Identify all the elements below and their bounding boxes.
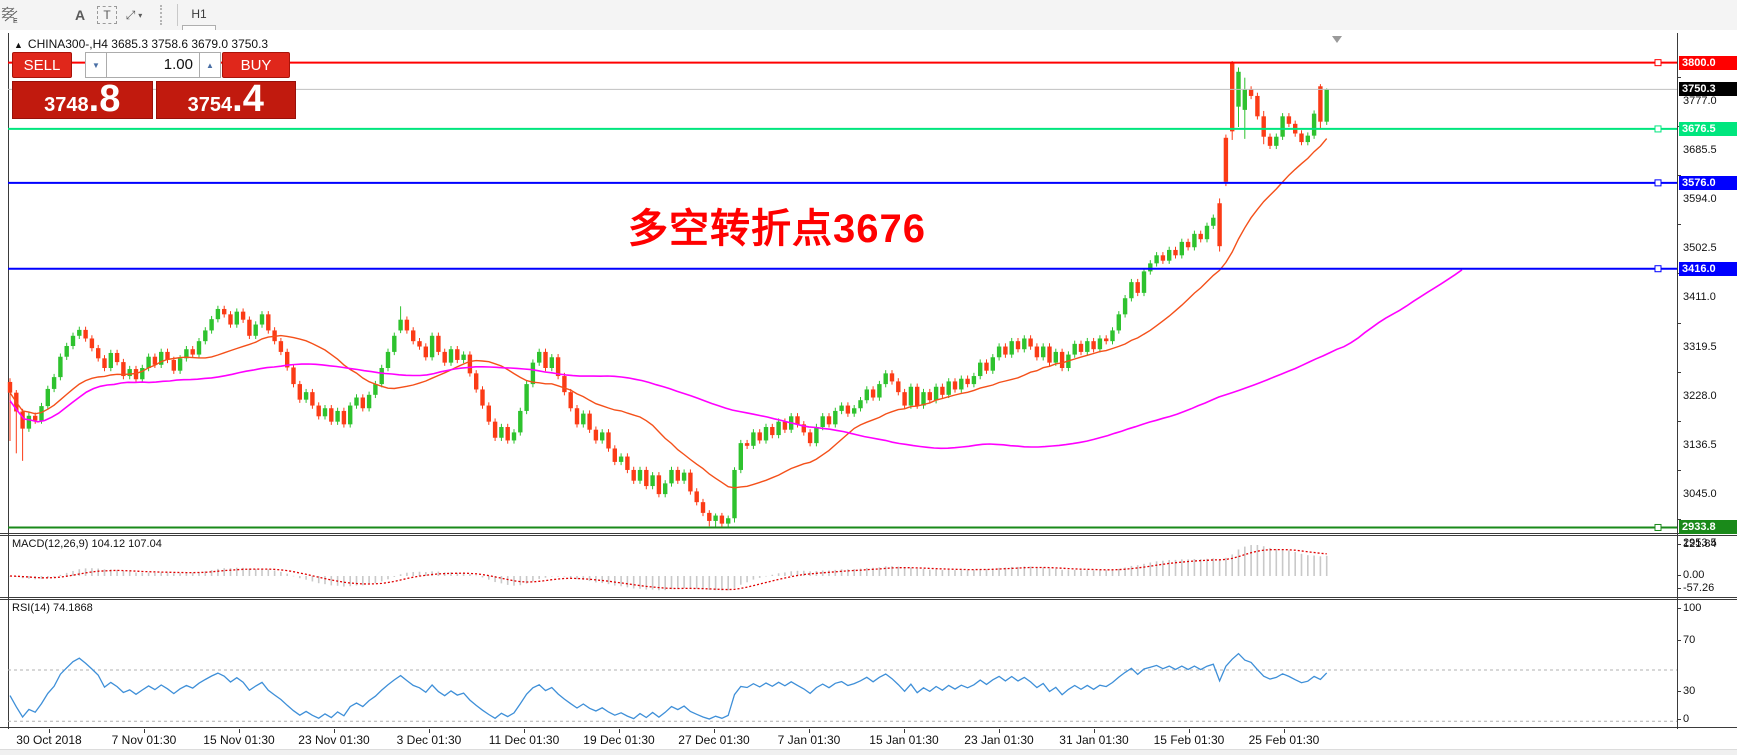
- date-label[interactable]: 23 Jan 01:30: [964, 733, 1034, 747]
- date-tick: [619, 729, 620, 733]
- date-label[interactable]: 15 Jan 01:30: [869, 733, 939, 747]
- chart-title-text: CHINA300-,H4 3685.3 3758.6 3679.0 3750.3: [27, 37, 269, 51]
- level-handle: [1654, 179, 1662, 187]
- svg-text:E: E: [13, 18, 18, 24]
- one-click-trade-panel: SELL ▼ 1.00 ▲ BUY 3748.8 3754.4: [12, 52, 296, 119]
- timeframe-button-h1[interactable]: H1: [191, 7, 207, 21]
- date-tick: [999, 729, 1000, 733]
- buy-price-big-digit: .4: [232, 78, 264, 120]
- sell-price-main: 3748: [44, 94, 89, 116]
- date-axis[interactable]: 30 Oct 2018 7 Nov 01:30 15 Nov 01:30 23 Nov…: [0, 729, 1737, 749]
- date-label[interactable]: 11 Dec 01:30: [488, 733, 560, 747]
- buy-price-main: 3754: [187, 94, 233, 116]
- date-tick: [49, 729, 50, 733]
- toolbar: E F A T ⤢▾ M1M5M15M30H1H4D1W1MN: [0, 0, 1737, 111]
- text-label-icon[interactable]: A: [74, 7, 86, 23]
- macd-label: MACD(12,26,9) 104.12 107.04: [12, 538, 162, 550]
- toolbar-drag-handle[interactable]: [160, 5, 167, 25]
- volume-increase-button[interactable]: ▲: [199, 52, 221, 78]
- chart-shift-marker-icon[interactable]: [1332, 36, 1342, 43]
- fibonacci-grid-icon[interactable]: F: [2, 3, 63, 27]
- macd-signal-line: [9, 548, 1327, 591]
- chart-title: ▲ CHINA300-,H4 3685.3 3758.6 3679.0 3750.…: [14, 37, 268, 51]
- pane-separator: [0, 599, 1737, 600]
- svg-text:F: F: [13, 18, 17, 24]
- volume-input[interactable]: 1.00: [107, 52, 199, 78]
- date-tick: [714, 729, 715, 733]
- macd-histogram: [9, 545, 1328, 591]
- rsi-label: RSI(14) 74.1868: [12, 602, 93, 614]
- date-label[interactable]: 3 Dec 01:30: [396, 733, 462, 747]
- date-tick: [429, 729, 430, 733]
- price-axis-border: [1677, 33, 1678, 733]
- date-label[interactable]: 25 Feb 01:30: [1248, 733, 1320, 747]
- toolbar-separator: [177, 4, 178, 26]
- pane-separator[interactable]: [0, 597, 1737, 598]
- sell-price-big-digit: .8: [88, 78, 121, 120]
- date-tick: [1189, 729, 1190, 733]
- date-tick: [144, 729, 145, 733]
- ma-fast-line: [9, 138, 1328, 489]
- chart-annotation-text[interactable]: 多空转折点3676: [628, 207, 926, 251]
- window-bottom-band: [0, 749, 1737, 755]
- pane-separator: [0, 535, 1737, 536]
- buy-price-display[interactable]: 3754.4: [155, 78, 296, 120]
- date-label[interactable]: 7 Nov 01:30: [111, 733, 177, 747]
- date-tick: [809, 729, 810, 733]
- level-handle: [1654, 523, 1662, 531]
- date-label[interactable]: 15 Nov 01:30: [203, 733, 275, 747]
- chart-window[interactable]: ▲ CHINA300-,H4 3685.3 3758.6 3679.0 3750.…: [0, 30, 1737, 755]
- sell-button[interactable]: SELL: [12, 52, 72, 78]
- level-handle: [1654, 125, 1662, 133]
- date-label[interactable]: 30 Oct 2018: [16, 733, 82, 747]
- pane-separator[interactable]: [0, 533, 1737, 534]
- cycle-lines-icon[interactable]: ⤢ ▾: [125, 7, 143, 22]
- date-tick: [1284, 729, 1285, 733]
- text-tool-icon[interactable]: T: [97, 6, 117, 24]
- macd-pane[interactable]: [0, 536, 1737, 597]
- date-tick: [524, 729, 525, 733]
- date-tick: [334, 729, 335, 733]
- date-label[interactable]: 31 Jan 01:30: [1059, 733, 1129, 747]
- date-axis-border: [0, 727, 1737, 728]
- level-handle: [1654, 265, 1662, 273]
- symbol-collapse-icon[interactable]: ▲: [14, 40, 23, 50]
- ma-slow-line: [9, 269, 1463, 450]
- buy-button[interactable]: BUY: [222, 52, 290, 78]
- date-label[interactable]: 15 Feb 01:30: [1153, 733, 1225, 747]
- date-label[interactable]: 19 Dec 01:30: [583, 733, 655, 747]
- date-label[interactable]: 23 Nov 01:30: [298, 733, 370, 747]
- date-tick: [1094, 729, 1095, 733]
- volume-decrease-button[interactable]: ▼: [85, 52, 107, 78]
- candles-layer: [7, 61, 1329, 528]
- rsi-pane[interactable]: [0, 600, 1737, 727]
- date-tick: [904, 729, 905, 733]
- rsi-line: [9, 652, 1328, 720]
- sell-price-display[interactable]: 3748.8: [12, 78, 153, 120]
- dropdown-caret-icon: ▾: [138, 10, 143, 20]
- level-handle: [1654, 59, 1662, 67]
- date-tick: [239, 729, 240, 733]
- date-label[interactable]: 7 Jan 01:30: [777, 733, 841, 747]
- date-label[interactable]: 27 Dec 01:30: [678, 733, 750, 747]
